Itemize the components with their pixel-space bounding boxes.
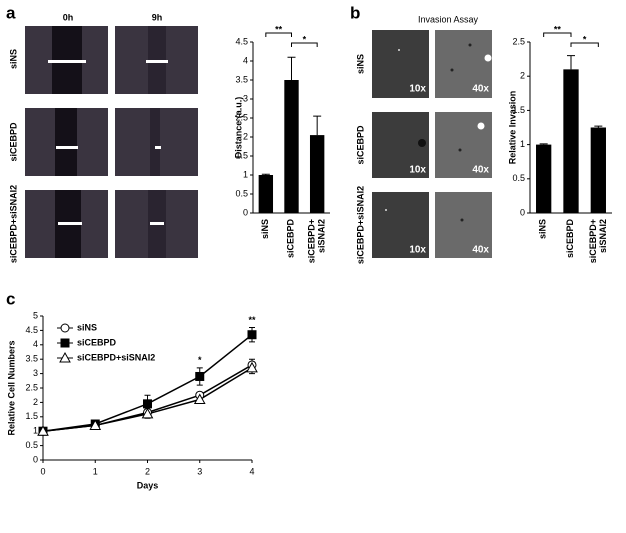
y-tick-label: 4.5	[25, 325, 38, 335]
row-label: siNS	[355, 54, 365, 74]
marker	[89, 419, 102, 430]
legend-marker	[60, 323, 70, 333]
invasion-images	[372, 30, 492, 258]
legend-label: siCEBPD	[77, 337, 117, 347]
y-tick-label: 2	[243, 131, 248, 141]
y-tick-label: 3.5	[25, 354, 38, 364]
y-tick-label: 0.5	[25, 440, 38, 450]
y-tick-label: 0	[33, 454, 38, 464]
column-header: 0h	[63, 12, 74, 22]
significance-bracket	[265, 32, 292, 37]
bar	[309, 135, 325, 213]
magnification: 40x	[472, 245, 489, 256]
y-tick-label: 3.5	[235, 74, 248, 84]
magnification: 40x	[472, 84, 489, 95]
y-tick-label: 0	[520, 207, 525, 217]
significance: *	[303, 34, 307, 44]
x-tick-label: siCEBPD	[286, 219, 296, 259]
y-axis-label: Distance (a.u.)	[233, 97, 243, 159]
x-tick-label: 1	[93, 466, 98, 476]
marker	[37, 425, 49, 436]
legend-marker	[59, 351, 71, 363]
y-tick-label: 5	[33, 310, 38, 320]
error-bar	[594, 125, 603, 128]
panel-label: b	[350, 3, 360, 22]
significance-bracket	[291, 42, 318, 47]
magnification: 40x	[472, 165, 489, 176]
y-tick-label: 1	[33, 426, 38, 436]
legend-label: siNS	[77, 322, 97, 332]
y-tick-label: 4.5	[235, 36, 248, 46]
y-tick-label: 3	[33, 368, 38, 378]
x-tick-label: siNS	[260, 219, 270, 239]
y-tick-label: 1	[243, 169, 248, 179]
legend-marker	[60, 338, 70, 348]
magnification: 10x	[409, 165, 426, 176]
error-bar	[261, 173, 270, 175]
significance: **	[275, 24, 283, 34]
error-bar	[539, 143, 548, 145]
y-tick-label: 2.5	[512, 36, 525, 46]
marker	[193, 393, 206, 405]
y-tick-label: 2.5	[25, 382, 38, 392]
y-tick-label: 2	[33, 397, 38, 407]
x-tick-label: siNS	[538, 219, 548, 239]
x-tick-label: siCEBPD	[565, 219, 575, 259]
y-tick-label: 1.5	[235, 150, 248, 160]
marker	[195, 371, 205, 381]
x-axis-label: Days	[137, 480, 159, 490]
y-axis-label: Relative Invasion	[507, 91, 517, 165]
row-label: siNS	[8, 49, 18, 69]
x-tick-label: siCEBPD+siSNAI2	[588, 219, 608, 263]
error-bar	[287, 56, 296, 80]
panel-label: a	[6, 3, 16, 22]
y-tick-label: 0	[243, 207, 248, 217]
legend-label: siCEBPD+siSNAI2	[77, 352, 155, 362]
y-tick-label: 0.5	[235, 188, 248, 198]
y-tick-label: 4	[33, 339, 38, 349]
x-tick-label: 3	[197, 466, 202, 476]
row-label: siCEBPD+siSNAI2	[355, 186, 365, 264]
row-label: siCEBPD	[8, 122, 18, 162]
significance: **	[248, 315, 256, 325]
y-tick-label: 3	[243, 93, 248, 103]
panel-label: c	[6, 289, 15, 308]
marker	[246, 361, 258, 373]
significance-bracket	[570, 42, 599, 47]
marker	[143, 399, 152, 409]
significance-bracket	[543, 32, 572, 37]
marker	[247, 330, 257, 340]
row-label: siCEBPD	[355, 125, 365, 165]
y-axis-label: Relative Cell Numbers	[6, 340, 16, 435]
x-tick-label: 0	[40, 466, 45, 476]
y-tick-label: 0.5	[512, 173, 525, 183]
bar	[258, 175, 274, 213]
y-tick-label: 2	[520, 71, 525, 81]
y-tick-label: 4	[243, 55, 248, 65]
column-header: 9h	[152, 12, 163, 22]
magnification: 10x	[409, 84, 426, 95]
x-tick-label: siCEBPD+siSNAI2	[307, 219, 327, 263]
significance: *	[583, 34, 587, 44]
marker	[141, 407, 154, 419]
error-bar	[567, 55, 575, 70]
row-label: siCEBPD+siSNAI2	[8, 185, 18, 263]
bar	[284, 80, 299, 213]
significance: *	[198, 355, 202, 365]
y-tick-label: 1	[520, 139, 525, 149]
magnification: 10x	[409, 245, 426, 256]
x-tick-label: 4	[249, 466, 254, 476]
error-bar	[313, 115, 322, 136]
significance: **	[554, 24, 562, 34]
panel-title: Invasion Assay	[418, 14, 479, 24]
y-tick-label: 2.5	[235, 112, 248, 122]
bar	[536, 144, 552, 213]
x-tick-label: 2	[145, 466, 150, 476]
bar	[563, 69, 579, 213]
y-tick-label: 1.5	[512, 105, 525, 115]
bar	[590, 127, 606, 213]
scratch-images	[25, 26, 198, 258]
y-tick-label: 1.5	[25, 411, 38, 421]
